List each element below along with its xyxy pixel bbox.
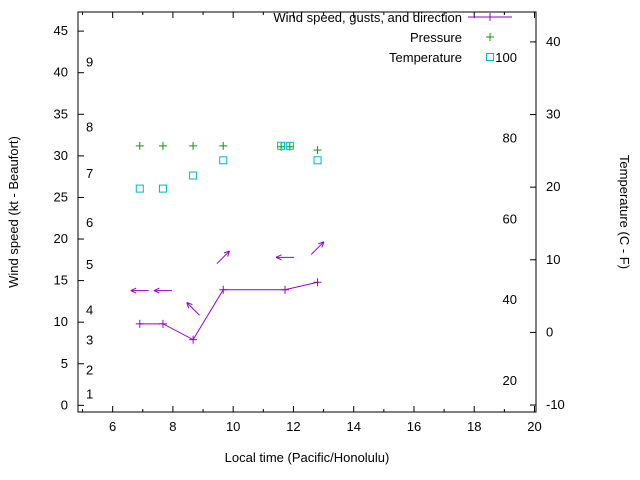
svg-text:20: 20 [503,373,517,388]
svg-text:40: 40 [503,292,517,307]
legend-item-temperature: Temperature [389,50,462,65]
svg-text:16: 16 [407,419,421,434]
svg-text:20: 20 [527,419,541,434]
svg-text:0: 0 [546,324,553,339]
svg-text:12: 12 [286,419,300,434]
svg-text:35: 35 [54,106,68,121]
svg-text:0: 0 [61,397,68,412]
y-axis-label-right: Temperature (C - F) [617,154,632,270]
svg-text:5: 5 [61,356,68,371]
svg-text:80: 80 [503,131,517,146]
svg-text:60: 60 [503,211,517,226]
svg-text:10: 10 [54,314,68,329]
legend-item-wind: Wind speed, gusts, and direction [273,10,462,25]
svg-text:8: 8 [169,419,176,434]
svg-text:25: 25 [54,189,68,204]
y-axis-label-left: Wind speed (kt - Beaufort) [6,136,21,288]
svg-text:10: 10 [546,252,560,267]
svg-text:45: 45 [54,23,68,38]
svg-text:3: 3 [86,332,93,347]
svg-text:100: 100 [495,50,517,65]
svg-text:15: 15 [54,273,68,288]
svg-text:20: 20 [546,179,560,194]
svg-text:2: 2 [86,362,93,377]
svg-text:4: 4 [86,303,93,318]
svg-text:7: 7 [86,166,93,181]
legend: Wind speed, gusts, and direction Pressur… [142,8,462,68]
svg-text:30: 30 [546,107,560,122]
svg-text:40: 40 [54,65,68,80]
svg-text:14: 14 [346,419,360,434]
x-axis-label: Local time (Pacific/Honolulu) [224,450,390,465]
svg-text:6: 6 [109,419,116,434]
svg-text:20: 20 [54,231,68,246]
svg-text:10: 10 [226,419,240,434]
svg-text:9: 9 [86,55,93,70]
svg-text:8: 8 [86,120,93,135]
svg-text:30: 30 [54,148,68,163]
legend-item-pressure: Pressure [409,30,462,45]
svg-text:6: 6 [86,215,93,230]
svg-text:-10: -10 [546,397,565,412]
svg-text:18: 18 [467,419,481,434]
svg-text:5: 5 [86,257,93,272]
svg-text:40: 40 [546,34,560,49]
svg-text:1: 1 [86,387,93,402]
